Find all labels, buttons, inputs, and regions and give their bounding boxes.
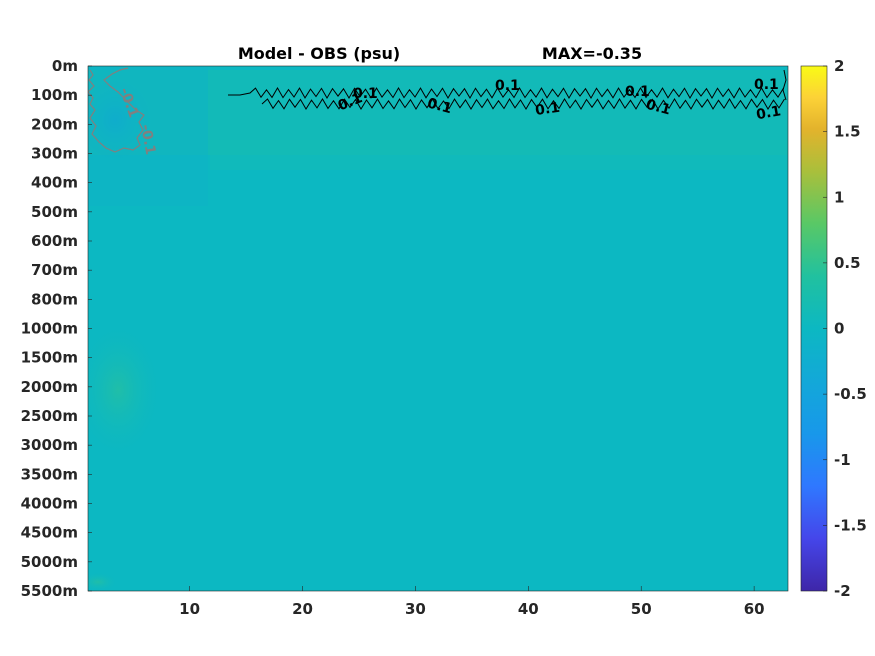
- colorbar-tick-label: 2: [834, 57, 844, 75]
- y-tick-label: 5500m: [21, 582, 78, 600]
- x-tick-label: 40: [518, 600, 539, 618]
- colorbar-tick-label: 1.5: [834, 123, 861, 141]
- contour-label: 0.1: [625, 84, 650, 100]
- colorbar: 2 1.5 1 0.5 0 -0.5 -1 -1.5 -2: [800, 57, 867, 600]
- negative-anomaly-blob: [88, 75, 155, 165]
- x-tick-label: 10: [179, 600, 200, 618]
- y-tick-label: 2500m: [21, 407, 78, 425]
- x-tick-label: 30: [405, 600, 426, 618]
- y-tick-label: 2000m: [21, 378, 78, 396]
- y-tick-label: 1500m: [21, 349, 78, 367]
- shallow-negative-patch: [88, 66, 208, 206]
- colorbar-tick-label: 1: [834, 188, 844, 206]
- y-tick-label: 300m: [31, 145, 78, 163]
- contour-positive-upper: [228, 86, 784, 99]
- contour-negative: [88, 67, 145, 153]
- y-tick-label: 3500m: [21, 465, 78, 483]
- y-tick-label: 800m: [31, 290, 78, 308]
- y-tick-label: 400m: [31, 174, 78, 192]
- deep-positive-blob: [88, 320, 163, 460]
- y-tick-label: 4000m: [21, 495, 78, 513]
- plot-area: [88, 66, 788, 591]
- colorbar-tick-label: -1.5: [834, 516, 867, 534]
- contour-positive-lower: [261, 98, 785, 110]
- y-tick-label: 200m: [31, 115, 78, 133]
- contour-label: 0.1: [755, 103, 782, 123]
- contour-positive-edge: [782, 69, 787, 101]
- y-tick-label: 700m: [31, 261, 78, 279]
- colorbar-tick-label: -0.5: [834, 385, 867, 403]
- y-tick-label: 0m: [52, 57, 78, 75]
- x-axis: 10 20 30 40 50 60: [179, 586, 765, 618]
- colorbar-tick-label: 0.5: [834, 254, 861, 272]
- colorbar-tick-label: -2: [834, 582, 851, 600]
- y-tick-label: 500m: [31, 203, 78, 221]
- max-label: MAX=-0.35: [542, 44, 642, 63]
- y-tick-label: 100m: [31, 86, 78, 104]
- colorbar-tick-label: 0: [834, 320, 844, 338]
- contour-label: 0.1: [644, 97, 672, 119]
- contour-label: 0.1: [425, 95, 453, 117]
- y-tick-label: 1000m: [21, 320, 78, 338]
- colorbar-ticks: 2 1.5 1 0.5 0 -0.5 -1 -1.5 -2: [823, 57, 867, 600]
- contour-label: 0.1: [353, 86, 378, 102]
- contour-label: 0.1: [534, 100, 561, 119]
- chart-title: Model - OBS (psu): [238, 44, 400, 63]
- upper-layer-band: [210, 140, 788, 170]
- y-tick-label: 3000m: [21, 436, 78, 454]
- x-tick-label: 60: [744, 600, 765, 618]
- y-tick-label: 5000m: [21, 553, 78, 571]
- colorbar-gradient: [800, 65, 828, 592]
- contour-label: 0.1: [495, 78, 520, 94]
- y-tick-label: 600m: [31, 232, 78, 250]
- bottom-positive-blob: [88, 572, 118, 591]
- x-tick-label: 50: [631, 600, 652, 618]
- colorbar-tick-label: -1: [834, 451, 851, 469]
- x-tick-label: 20: [292, 600, 313, 618]
- y-tick-label: 4500m: [21, 524, 78, 542]
- contour-label: 0.1: [754, 77, 779, 93]
- y-axis: 0m 100m 200m 300m 400m 500m 600m 700m 800m 1000m 1…: [21, 57, 92, 600]
- contour-label: -0.1: [137, 123, 158, 156]
